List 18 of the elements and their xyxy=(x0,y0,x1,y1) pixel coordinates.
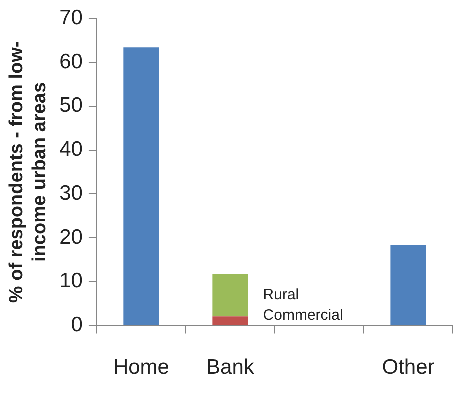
series-label: Commercial xyxy=(263,306,344,324)
y-axis-title: % of respondents - from low-income urban areas xyxy=(6,41,50,304)
y-tick-label: 0 xyxy=(71,314,83,337)
y-tick-label: 20 xyxy=(60,226,83,249)
x-tick-label: Bank xyxy=(206,356,255,380)
y-tick-label: 50 xyxy=(60,94,83,118)
x-tick-label: Other xyxy=(382,356,435,380)
y-tick-label: 60 xyxy=(60,50,83,74)
x-tick-label: Home xyxy=(113,356,170,380)
y-tick-label: 40 xyxy=(60,138,83,162)
bar xyxy=(212,316,248,326)
bar xyxy=(124,48,160,326)
series-label: Rural xyxy=(263,286,300,304)
bar xyxy=(212,274,248,317)
y-tick-label: 30 xyxy=(60,182,83,205)
y-tick-label: 10 xyxy=(60,270,83,293)
bar xyxy=(390,245,426,326)
y-tick-label: 70 xyxy=(60,6,83,30)
